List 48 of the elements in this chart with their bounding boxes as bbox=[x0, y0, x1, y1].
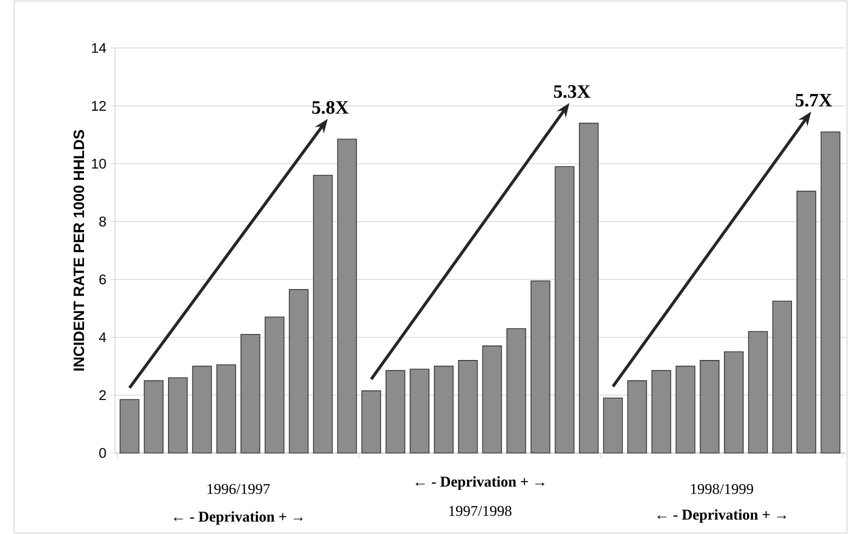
bar bbox=[264, 316, 284, 454]
bar bbox=[603, 398, 623, 454]
bar bbox=[240, 334, 260, 454]
y-tick-label: 4 bbox=[99, 332, 106, 342]
bar bbox=[724, 351, 744, 454]
y-tick-label: 10 bbox=[92, 158, 106, 169]
text: 1997/1998 bbox=[449, 506, 512, 516]
bar bbox=[386, 370, 406, 454]
bar bbox=[554, 166, 574, 454]
bar bbox=[651, 370, 672, 454]
bar bbox=[337, 138, 357, 454]
bar bbox=[216, 364, 236, 454]
bar bbox=[192, 366, 212, 454]
bar bbox=[772, 300, 792, 454]
bar bbox=[120, 399, 140, 454]
y-axis-title: INCIDENT RATE PER 1000 HHLDS bbox=[74, 130, 84, 371]
text: ← - Deprivation + → bbox=[657, 509, 786, 523]
annotation: 5.7X bbox=[796, 94, 832, 107]
text: ← - Deprivation + → bbox=[416, 476, 544, 490]
y-tick-label: 0 bbox=[99, 448, 106, 458]
text: 1996/1997 bbox=[208, 484, 270, 494]
bar bbox=[458, 360, 478, 454]
annotation: 5.8X bbox=[312, 101, 349, 114]
bar bbox=[627, 380, 647, 454]
bar bbox=[578, 122, 599, 454]
bar bbox=[313, 174, 333, 454]
bar bbox=[506, 328, 526, 454]
bar bbox=[410, 368, 430, 454]
y-tick-label: 2 bbox=[99, 390, 106, 400]
bar bbox=[144, 380, 164, 454]
bar bbox=[796, 190, 816, 454]
y-tick-label: 8 bbox=[99, 216, 106, 226]
bar bbox=[361, 390, 382, 454]
bar bbox=[820, 131, 840, 454]
bar bbox=[168, 377, 188, 454]
bar bbox=[748, 331, 768, 454]
bar bbox=[700, 360, 720, 454]
bar bbox=[434, 366, 454, 454]
bar bbox=[676, 366, 696, 454]
y-tick-label: 14 bbox=[92, 43, 106, 53]
annotation: 5.3X bbox=[554, 85, 590, 98]
text: ← - Deprivation + → bbox=[174, 511, 303, 525]
y-tick-label: 12 bbox=[92, 100, 106, 111]
bar bbox=[530, 280, 550, 454]
y-tick-label: 6 bbox=[99, 274, 106, 284]
bar bbox=[288, 289, 309, 454]
bar bbox=[482, 346, 502, 454]
text: 1998/1999 bbox=[691, 484, 754, 494]
